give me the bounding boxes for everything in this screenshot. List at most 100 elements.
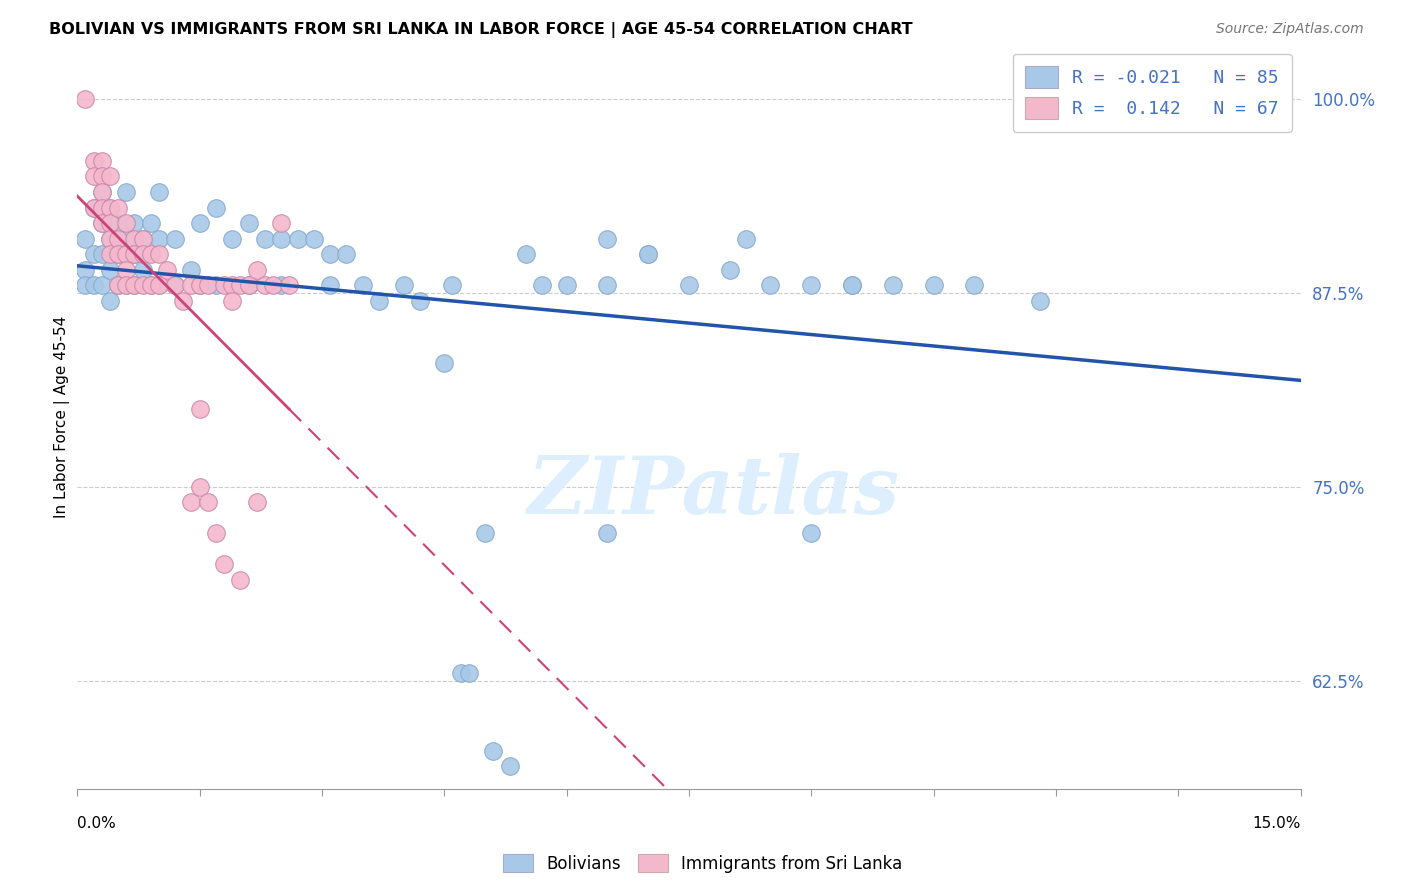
Text: Source: ZipAtlas.com: Source: ZipAtlas.com xyxy=(1216,22,1364,37)
Point xyxy=(90,247,112,261)
Point xyxy=(678,278,700,293)
Point xyxy=(221,231,243,245)
Point xyxy=(165,278,187,293)
Point xyxy=(115,185,138,199)
Point xyxy=(107,278,129,293)
Point xyxy=(148,185,170,199)
Point xyxy=(107,216,129,230)
Point xyxy=(270,278,292,293)
Text: BOLIVIAN VS IMMIGRANTS FROM SRI LANKA IN LABOR FORCE | AGE 45-54 CORRELATION CHA: BOLIVIAN VS IMMIGRANTS FROM SRI LANKA IN… xyxy=(49,22,912,38)
Point xyxy=(139,278,162,293)
Point xyxy=(352,278,374,293)
Point xyxy=(83,278,105,293)
Point xyxy=(98,201,121,215)
Point xyxy=(107,247,129,261)
Point xyxy=(963,278,986,293)
Point xyxy=(188,402,211,417)
Point xyxy=(148,231,170,245)
Point xyxy=(882,278,904,293)
Point xyxy=(188,278,211,293)
Point xyxy=(253,231,276,245)
Point xyxy=(637,247,659,261)
Point xyxy=(98,231,121,245)
Point xyxy=(188,278,211,293)
Point xyxy=(115,278,138,293)
Point xyxy=(270,231,292,245)
Point xyxy=(139,216,162,230)
Point xyxy=(90,216,112,230)
Point xyxy=(90,153,112,168)
Point xyxy=(83,247,105,261)
Point xyxy=(180,495,202,509)
Point xyxy=(115,262,138,277)
Point xyxy=(596,526,619,541)
Point xyxy=(124,247,146,261)
Point xyxy=(75,278,97,293)
Point xyxy=(148,278,170,293)
Point xyxy=(335,247,357,261)
Point xyxy=(409,293,432,308)
Point xyxy=(205,201,228,215)
Point xyxy=(83,201,105,215)
Point xyxy=(90,185,112,199)
Point xyxy=(98,231,121,245)
Point xyxy=(212,278,235,293)
Point xyxy=(115,278,138,293)
Point xyxy=(107,201,129,215)
Point xyxy=(156,262,179,277)
Point xyxy=(124,231,146,245)
Point xyxy=(180,262,202,277)
Point xyxy=(302,231,325,245)
Point xyxy=(139,247,162,261)
Point xyxy=(197,278,219,293)
Point xyxy=(718,262,741,277)
Point xyxy=(1102,107,1125,121)
Point xyxy=(124,278,146,293)
Point xyxy=(319,278,342,293)
Point xyxy=(131,262,153,277)
Point xyxy=(735,231,758,245)
Point xyxy=(278,278,301,293)
Point xyxy=(433,356,456,370)
Point xyxy=(498,759,520,773)
Point xyxy=(90,169,112,184)
Text: 15.0%: 15.0% xyxy=(1253,816,1301,831)
Point xyxy=(90,278,112,293)
Point xyxy=(555,278,578,293)
Point xyxy=(98,169,121,184)
Legend: R = -0.021   N = 85, R =  0.142   N = 67: R = -0.021 N = 85, R = 0.142 N = 67 xyxy=(1012,54,1292,132)
Point xyxy=(1028,293,1050,308)
Point xyxy=(188,480,211,494)
Point xyxy=(188,216,211,230)
Point xyxy=(124,278,146,293)
Point xyxy=(115,231,138,245)
Point xyxy=(131,278,153,293)
Point xyxy=(238,216,260,230)
Point xyxy=(98,247,121,261)
Point xyxy=(75,231,97,245)
Point xyxy=(596,278,619,293)
Point xyxy=(98,262,121,277)
Point xyxy=(107,231,129,245)
Point xyxy=(131,231,153,245)
Point xyxy=(139,278,162,293)
Point xyxy=(450,666,472,681)
Point xyxy=(165,231,187,245)
Point xyxy=(75,262,97,277)
Point xyxy=(841,278,863,293)
Point xyxy=(474,526,496,541)
Point xyxy=(212,558,235,572)
Point xyxy=(515,247,537,261)
Point xyxy=(115,247,138,261)
Point xyxy=(131,247,153,261)
Point xyxy=(205,526,228,541)
Y-axis label: In Labor Force | Age 45-54: In Labor Force | Age 45-54 xyxy=(55,316,70,518)
Point xyxy=(457,666,479,681)
Point xyxy=(229,278,252,293)
Point xyxy=(221,293,243,308)
Point xyxy=(148,247,170,261)
Point xyxy=(98,216,121,230)
Point xyxy=(841,278,863,293)
Point xyxy=(270,216,292,230)
Point xyxy=(922,278,945,293)
